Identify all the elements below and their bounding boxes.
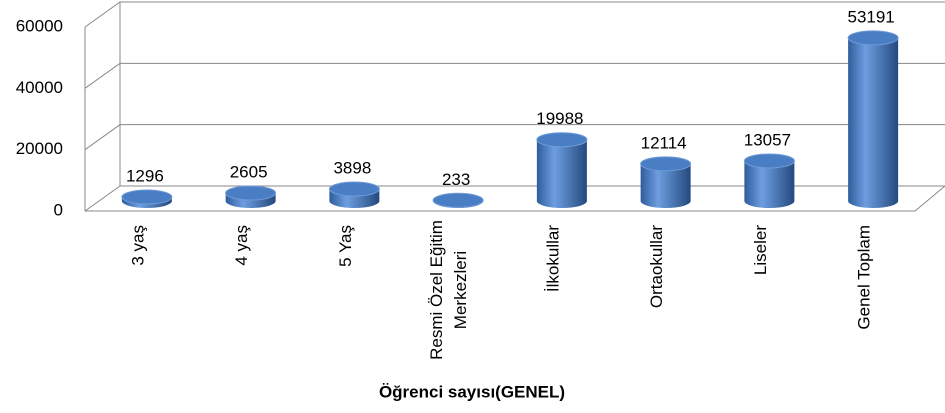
x-tick-label: Resmi Özel Eğitim Merkezleri [428, 220, 471, 360]
bar-top [640, 156, 692, 172]
bar [744, 160, 795, 208]
x-tick-label: Genel Toplam [855, 225, 874, 330]
x-tick-label-line: Merkezleri [452, 251, 471, 329]
value-label: 12114 [641, 133, 687, 152]
x-tick-label: 4 yaş [232, 225, 251, 266]
bar [640, 163, 691, 208]
bar-top [121, 189, 173, 205]
x-tick-label: Ortaokullar [647, 225, 666, 308]
value-label: 2605 [230, 162, 268, 181]
value-label: 19988 [536, 109, 583, 128]
value-label: 1296 [126, 167, 164, 186]
value-label: 53191 [847, 7, 894, 26]
bar-top [432, 192, 484, 208]
x-tick-label: 3 yaş [128, 225, 147, 266]
bar [536, 139, 587, 208]
grid-line [84, 124, 945, 151]
grid-line [84, 185, 945, 212]
bar-top [743, 153, 795, 169]
y-tick-label: 20000 [16, 139, 63, 158]
bar-top [225, 185, 277, 201]
bar [848, 37, 899, 208]
x-tick-label: İlkokullar [543, 225, 562, 292]
y-tick-label: 40000 [16, 78, 63, 97]
axis-line [84, 27, 945, 212]
bar-top [847, 30, 899, 46]
y-tick-label: 0 [54, 200, 63, 219]
bar-top [536, 132, 588, 148]
x-axis-title: Öğrenci sayısı(GENEL) [379, 382, 565, 401]
grid-line [84, 62, 945, 89]
x-tick-label-line: Resmi Özel Eğitim [428, 220, 447, 360]
grid-line [84, 1, 945, 28]
y-tick-label: 60000 [16, 16, 63, 35]
x-tick-label: 5 Yaş [336, 225, 355, 267]
bar-top [328, 181, 380, 197]
bar [121, 197, 172, 208]
value-label: 3898 [333, 159, 371, 178]
value-label: 233 [442, 170, 470, 189]
x-tick-label: Liseler [751, 225, 770, 275]
value-label: 13057 [744, 130, 791, 149]
bar [329, 189, 380, 208]
